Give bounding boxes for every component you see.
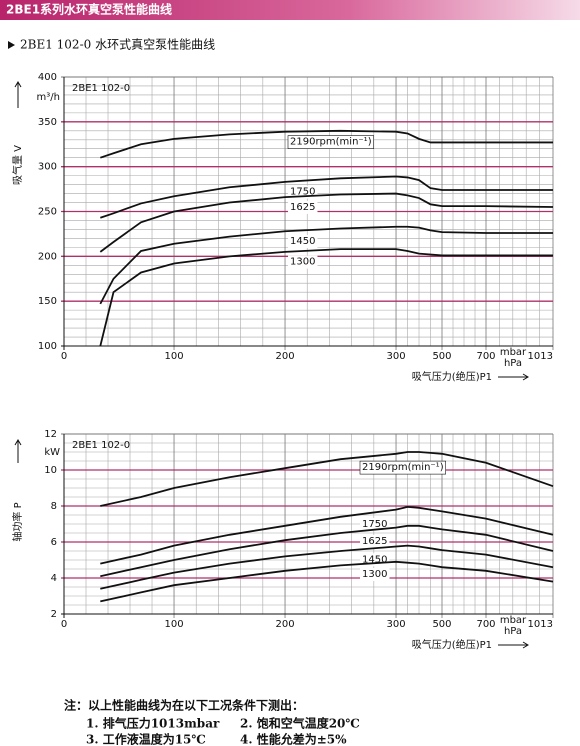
curve bbox=[100, 560, 554, 603]
series-label: 2190rpm(min⁻¹) bbox=[290, 137, 372, 148]
y-tick-label: 350 bbox=[38, 117, 57, 128]
arrow bbox=[14, 81, 22, 108]
label-bg bbox=[359, 460, 446, 475]
arrow bbox=[498, 373, 529, 381]
series-label: 1450 bbox=[290, 236, 315, 247]
curve bbox=[99, 225, 553, 305]
y-tick-label: 4 bbox=[51, 573, 57, 584]
section-title: 2BE1 102-0 水环式真空泵性能曲线 bbox=[20, 38, 215, 52]
note: 4. 性能允差为±5% bbox=[240, 732, 347, 746]
chart: 0 100 200 300 500 700 1013 2 4 6 8 10 12 2BE1 102-0 轴功… bbox=[11, 429, 554, 651]
y-tick-label: 10 bbox=[44, 465, 57, 476]
arrow bbox=[498, 641, 529, 649]
label-bg bbox=[360, 518, 390, 532]
header-bar bbox=[0, 0, 580, 20]
y-tick-label: 250 bbox=[38, 207, 57, 218]
series-label: 1450 bbox=[362, 554, 387, 565]
label-bg bbox=[287, 135, 374, 149]
x-tick-label: 1013 bbox=[528, 351, 553, 362]
y-tick-label: 2 bbox=[51, 609, 57, 620]
x-tick-label: 200 bbox=[275, 351, 294, 362]
series-label: 1625 bbox=[362, 536, 387, 547]
x-tick-label: 100 bbox=[164, 351, 183, 362]
y-tick-label: 150 bbox=[38, 296, 57, 307]
x-tick-label: 300 bbox=[386, 619, 405, 630]
notes-title: 注：以上性能曲线为在以下工况条件下测出： bbox=[64, 698, 304, 713]
note: 3. 工作液温度为15℃ bbox=[86, 732, 206, 746]
label-bg bbox=[288, 200, 318, 214]
chart-title: 2BE1 102-0 bbox=[72, 440, 130, 451]
y-axis-label: 吸气量 V bbox=[11, 145, 24, 185]
label-bg bbox=[288, 234, 318, 248]
y-tick-label: 6 bbox=[51, 537, 57, 548]
chart-title: 2BE1 102-0 bbox=[72, 83, 130, 94]
x-unit: hPa bbox=[504, 358, 522, 369]
x-tick-label: 700 bbox=[476, 619, 495, 630]
arrow bbox=[14, 439, 22, 463]
series-label: 1300 bbox=[290, 257, 315, 268]
series-label: 1300 bbox=[362, 569, 387, 580]
y-unit: kW bbox=[44, 447, 60, 458]
label-bg bbox=[360, 534, 390, 548]
curve bbox=[100, 175, 553, 219]
x-tick-label: 100 bbox=[164, 619, 183, 630]
y-tick-label: 200 bbox=[38, 251, 57, 262]
curve bbox=[100, 451, 554, 507]
note: 2. 饱和空气温度20℃ bbox=[240, 716, 360, 731]
series-label: 1625 bbox=[290, 202, 315, 213]
curve bbox=[100, 544, 554, 590]
x-tick-label: 300 bbox=[386, 351, 405, 362]
x-tick-label: 1013 bbox=[528, 619, 553, 630]
x-axis-label: 吸气压力(绝压)P1 bbox=[412, 638, 492, 651]
y-axis-label: 轴功率 P bbox=[11, 502, 24, 541]
curve bbox=[100, 524, 554, 578]
curve bbox=[99, 192, 554, 253]
page-title: 2BE1系列水环真空泵性能曲线 bbox=[6, 2, 172, 17]
x-unit: hPa bbox=[504, 626, 522, 637]
y-tick-label: 8 bbox=[51, 501, 57, 512]
series-label: 1750 bbox=[290, 187, 315, 198]
x-unit: mbar bbox=[500, 347, 527, 358]
x-tick-label: 500 bbox=[432, 619, 451, 630]
note: 1. 排气压力1013mbar bbox=[86, 716, 220, 731]
curve bbox=[100, 505, 554, 565]
chart: 0 100 200 300 500 700 1013 100 150 200 250 300 350 40… bbox=[11, 72, 554, 383]
x-tick-label: 500 bbox=[432, 351, 451, 362]
y-unit: m³/h bbox=[37, 92, 60, 103]
label-bg bbox=[288, 255, 318, 269]
label-bg bbox=[360, 568, 390, 582]
y-tick-label: 12 bbox=[44, 429, 57, 440]
x-tick-label: 200 bbox=[275, 619, 294, 630]
x-tick-label: 0 bbox=[61, 619, 67, 630]
x-unit: mbar bbox=[500, 615, 527, 626]
x-tick-label: 700 bbox=[476, 351, 495, 362]
y-tick-label: 400 bbox=[38, 72, 57, 83]
curve bbox=[100, 129, 553, 159]
series-label: 1750 bbox=[362, 519, 387, 530]
y-tick-label: 100 bbox=[38, 341, 57, 352]
y-tick-label: 300 bbox=[38, 162, 57, 173]
series-label: 2190rpm(min⁻¹) bbox=[362, 462, 444, 473]
curve bbox=[99, 248, 553, 347]
x-tick-label: 0 bbox=[61, 351, 67, 362]
x-axis-label: 吸气压力(绝压)P1 bbox=[412, 370, 492, 383]
bullet bbox=[8, 41, 15, 49]
